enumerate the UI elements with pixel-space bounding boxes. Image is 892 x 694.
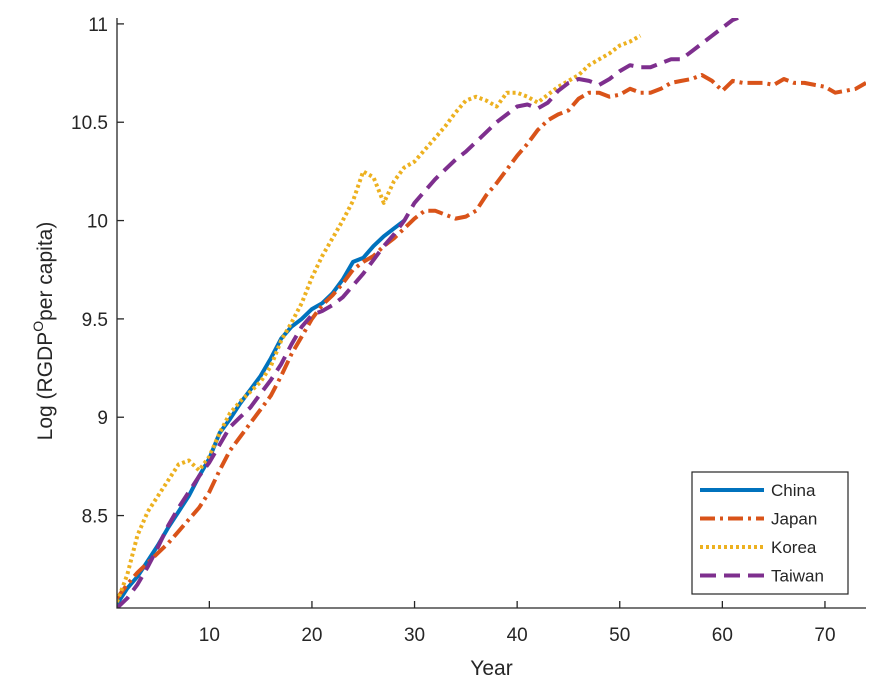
y-tick-label: 10 bbox=[87, 212, 108, 233]
legend-label-china: China bbox=[771, 481, 816, 500]
series-line-korea bbox=[117, 33, 642, 603]
y-axis-title: Log (RGDPOper capita) bbox=[30, 222, 57, 441]
y-axis-ticks: 8.5 9 9.5 10 10.5 11 bbox=[71, 15, 124, 528]
x-axis-ticks: 10 20 30 40 50 60 70 bbox=[199, 601, 836, 646]
y-axis-title-tail: per capita) bbox=[34, 222, 57, 321]
y-tick-label: 9 bbox=[97, 408, 108, 429]
series-line-china bbox=[117, 219, 406, 606]
y-tick-label: 11 bbox=[88, 15, 108, 36]
x-tick-label: 50 bbox=[609, 625, 630, 646]
x-tick-label: 60 bbox=[712, 625, 733, 646]
legend: China Japan Korea Taiwan bbox=[691, 471, 849, 595]
x-tick-label: 30 bbox=[404, 625, 425, 646]
y-tick-label: 10.5 bbox=[71, 113, 108, 134]
legend-label-japan: Japan bbox=[771, 510, 817, 529]
y-tick-label: 8.5 bbox=[82, 507, 108, 528]
legend-box bbox=[691, 471, 849, 595]
series-layer bbox=[117, 18, 866, 608]
axes-box bbox=[116, 18, 866, 609]
x-axis-title: Year bbox=[470, 657, 512, 680]
series-line-japan bbox=[117, 73, 866, 600]
y-tick-label: 9.5 bbox=[82, 310, 108, 331]
y-axis-title-superscript: O bbox=[30, 321, 46, 332]
axes-layer: 10 20 30 40 50 60 70 8.5 9 9.5 10 10.5 11 bbox=[71, 15, 866, 646]
x-tick-label: 40 bbox=[507, 625, 528, 646]
x-tick-label: 10 bbox=[199, 625, 220, 646]
x-tick-label: 70 bbox=[814, 625, 835, 646]
series-line-taiwan bbox=[117, 18, 744, 608]
legend-label-taiwan: Taiwan bbox=[771, 567, 824, 586]
x-tick-label: 20 bbox=[301, 625, 322, 646]
legend-label-korea: Korea bbox=[771, 538, 817, 557]
y-axis-title-main: Log (RGDP bbox=[34, 332, 57, 441]
